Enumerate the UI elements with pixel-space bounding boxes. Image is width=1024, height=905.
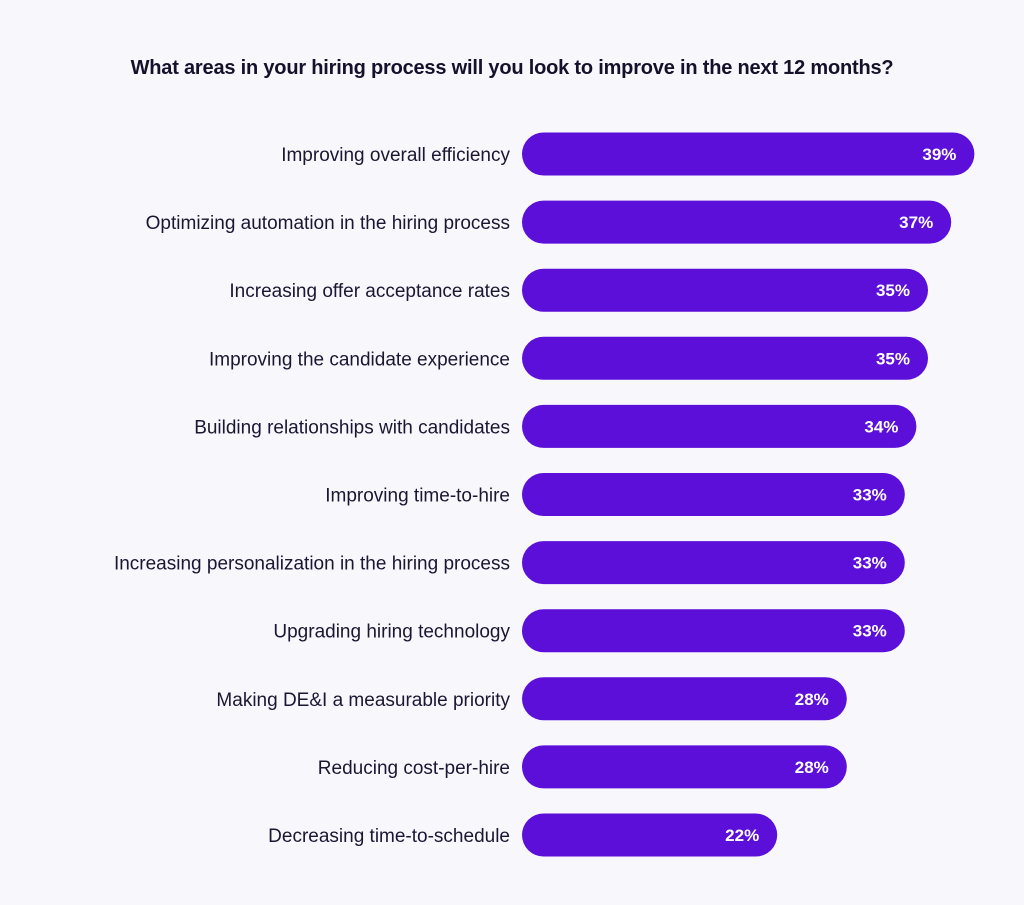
bar [522,677,847,721]
bar [522,813,778,857]
value-label: 35% [876,349,910,368]
bar [522,609,905,653]
bar [522,336,928,380]
bar [522,473,905,516]
category-label: Making DE&I a measurable priority [216,690,510,711]
bar [522,268,928,312]
value-label: 35% [876,281,910,300]
bar [522,404,917,448]
category-label: Building relationships with candidates [194,417,510,438]
bar [522,745,847,789]
value-label: 39% [922,145,956,164]
category-label: Increasing offer acceptance rates [229,281,510,302]
value-label: 28% [795,690,829,709]
category-label: Increasing personalization in the hiring… [114,554,510,575]
category-label: Upgrading hiring technology [273,622,510,643]
value-label: 33% [853,554,887,573]
category-label: Optimizing automation in the hiring proc… [146,213,510,234]
bar [522,541,905,585]
category-label: Decreasing time-to-schedule [268,826,510,847]
category-label: Improving the candidate experience [209,349,510,370]
category-label: Improving overall efficiency [281,145,510,166]
chart-title: What areas in your hiring process will y… [130,57,894,79]
bar [522,200,952,244]
value-label: 34% [864,417,898,436]
category-label: Improving time-to-hire [325,486,510,507]
value-label: 33% [853,486,887,505]
category-label: Reducing cost-per-hire [318,758,510,779]
value-label: 22% [725,826,759,845]
value-label: 37% [899,213,933,232]
value-label: 28% [795,758,829,777]
bar [522,132,975,176]
bars-group: Improving overall efficiency 39% Optimizin… [114,132,975,857]
value-label: 33% [853,622,887,641]
